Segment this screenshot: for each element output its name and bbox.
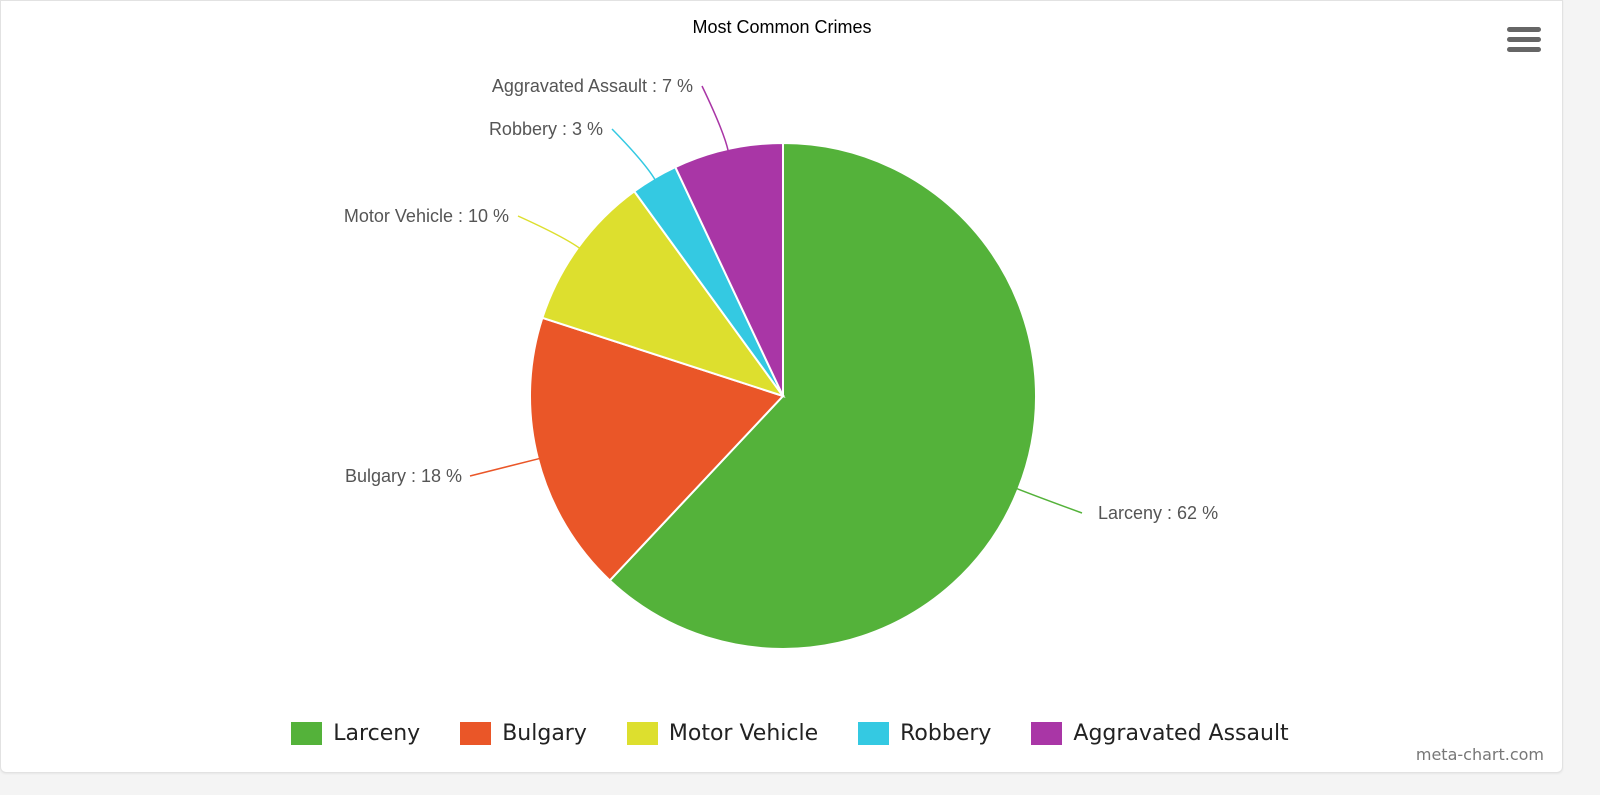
legend-label: Aggravated Assault — [1073, 721, 1289, 746]
legend-swatch — [1031, 722, 1063, 745]
legend-swatch — [858, 722, 890, 745]
legend-label: Bulgary — [502, 721, 587, 746]
legend-label: Robbery — [900, 721, 992, 746]
data-label: Robbery : 3 % — [489, 119, 603, 139]
legend-swatch — [291, 722, 323, 745]
legend-swatch — [460, 722, 492, 745]
legend-label: Motor Vehicle — [668, 721, 819, 746]
data-label: Aggravated Assault : 7 % — [492, 76, 693, 96]
label-connector — [517, 215, 581, 250]
label-connector — [469, 457, 541, 477]
label-connector — [701, 85, 729, 152]
hamburger-menu-icon[interactable] — [1507, 27, 1541, 55]
data-label: Motor Vehicle : 10 % — [344, 206, 509, 226]
legend-swatch — [626, 722, 658, 745]
legend-label: Larceny — [333, 721, 421, 746]
legend-item-motor-vehicle[interactable]: Motor Vehicle — [626, 721, 819, 746]
data-label: Larceny : 62 % — [1098, 503, 1218, 523]
chart-legend: Larceny Bulgary Motor Vehicle Robbery Ag… — [0, 721, 1580, 746]
label-connector — [611, 128, 656, 181]
credit-link[interactable]: meta-chart.com — [1415, 745, 1544, 764]
legend-item-larceny[interactable]: Larceny — [291, 721, 420, 746]
legend-item-robbery[interactable]: Robbery — [858, 721, 991, 746]
legend-item-bulgary[interactable]: Bulgary — [460, 721, 587, 746]
label-connector — [1016, 487, 1083, 514]
chart-title: Most Common Crimes — [692, 17, 872, 37]
legend-item-aggravated-assault[interactable]: Aggravated Assault — [1031, 721, 1289, 746]
data-label: Bulgary : 18 % — [345, 466, 462, 486]
